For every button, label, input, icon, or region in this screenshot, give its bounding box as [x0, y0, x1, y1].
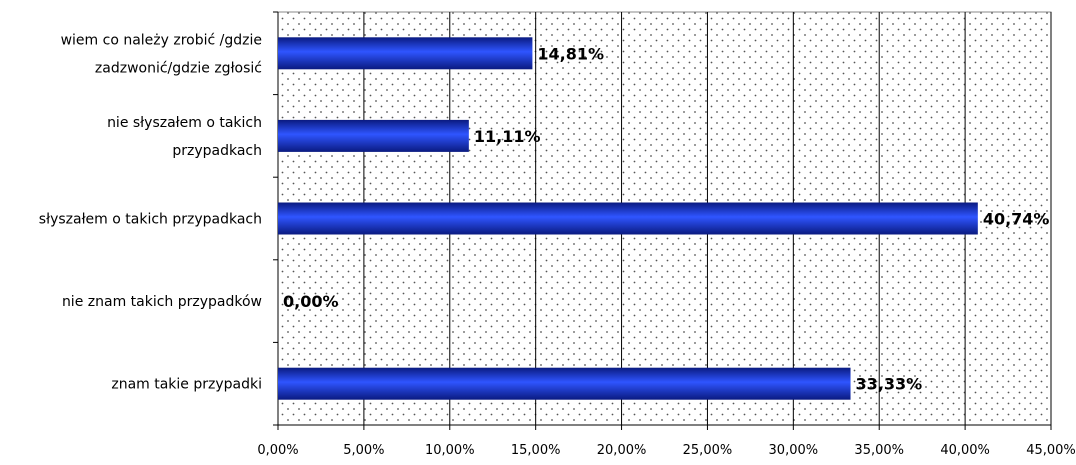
- x-tick-label: 45,00%: [1026, 443, 1076, 458]
- x-tick-label: 25,00%: [683, 443, 733, 458]
- data-label: 40,74%: [983, 210, 1050, 229]
- bar: [278, 119, 469, 152]
- data-label: 11,11%: [474, 127, 541, 146]
- x-tick-label: 5,00%: [343, 443, 384, 458]
- bars: 14,81% 11,11% 40,74% 0,00% 33,33%: [278, 37, 1050, 400]
- x-tick-label: 0,00%: [257, 443, 298, 458]
- x-tick-label: 15,00%: [511, 443, 561, 458]
- x-tick-label: 10,00%: [425, 443, 475, 458]
- bar: [278, 37, 533, 70]
- data-label: 14,81%: [537, 44, 604, 63]
- category-label: nie znam takich przypadków: [62, 294, 262, 310]
- category-label: znam takie przypadki: [111, 377, 262, 393]
- category-label: wiem co należy zrobić /gdzie: [61, 32, 262, 48]
- x-tick-label: 30,00%: [769, 443, 819, 458]
- data-label: 0,00%: [283, 292, 339, 311]
- category-label: słyszałem o takich przypadkach: [39, 212, 262, 228]
- x-tick-label: 35,00%: [854, 443, 904, 458]
- category-label: przypadkach: [172, 143, 262, 159]
- x-tick-labels: 0,00% 5,00% 10,00% 15,00% 20,00% 25,00% 30,00%…: [257, 443, 1075, 458]
- data-label: 33,33%: [856, 375, 923, 394]
- category-label: nie słyszałem o takich: [107, 115, 262, 131]
- x-tick-label: 40,00%: [940, 443, 990, 458]
- x-tick-label: 20,00%: [597, 443, 647, 458]
- bar: [278, 367, 851, 400]
- category-labels: wiem co należy zrobić /gdzie zadzwonić/gd…: [39, 32, 262, 392]
- bar: [278, 202, 978, 235]
- category-label: zadzwonić/gdzie zgłosić: [95, 60, 262, 76]
